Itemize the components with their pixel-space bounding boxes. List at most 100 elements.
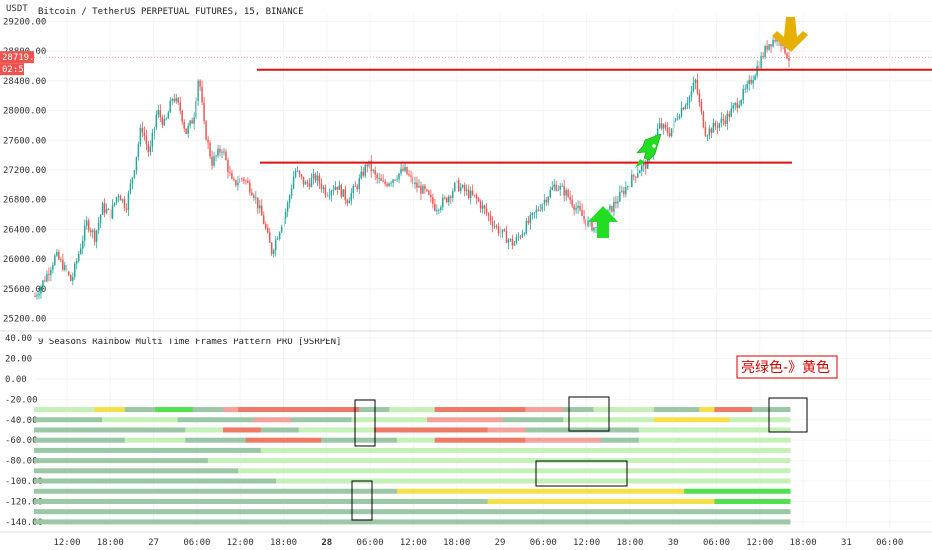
heatmap-cell[interactable] [389, 407, 436, 413]
candle-body[interactable] [386, 183, 388, 186]
candle-body[interactable] [50, 269, 52, 275]
candle-body[interactable] [547, 197, 549, 203]
candle-body[interactable] [115, 197, 118, 203]
heatmap-cell[interactable] [653, 407, 700, 413]
candle-body[interactable] [187, 125, 189, 134]
candle-body[interactable] [270, 242, 273, 254]
candle-body[interactable] [330, 191, 333, 196]
candle-body[interactable] [710, 128, 713, 133]
candle-body[interactable] [563, 186, 565, 196]
candle-body[interactable] [284, 211, 287, 219]
candle-body[interactable] [340, 185, 343, 197]
heatmap-cell[interactable] [729, 417, 791, 423]
candle-body[interactable] [485, 208, 488, 214]
candle-body[interactable] [207, 139, 209, 143]
heatmap-cell[interactable] [714, 407, 753, 413]
indicator-pane[interactable]: 9 Seasons Rainbow Multi Time Frames Patt… [0, 332, 932, 532]
candle-body[interactable] [744, 88, 746, 90]
candle-body[interactable] [481, 205, 484, 209]
candle-body[interactable] [372, 170, 374, 172]
candle-body[interactable] [79, 248, 82, 254]
candle-body[interactable] [774, 40, 776, 42]
candle-body[interactable] [195, 101, 197, 118]
heatmap-cell[interactable] [638, 427, 791, 433]
candle-body[interactable] [225, 151, 227, 161]
candle-body[interactable] [149, 146, 152, 153]
candle-body[interactable] [702, 111, 705, 128]
candle-body[interactable] [450, 196, 452, 198]
candle-body[interactable] [131, 177, 134, 184]
candle-body[interactable] [762, 56, 764, 58]
candle-body[interactable] [760, 56, 762, 69]
candle-body[interactable] [332, 189, 335, 192]
candle-body[interactable] [581, 210, 583, 217]
candle-body[interactable] [139, 127, 142, 145]
candle-body[interactable] [133, 170, 136, 178]
candle-body[interactable] [290, 188, 293, 196]
candle-body[interactable] [328, 195, 331, 196]
candle-body[interactable] [720, 118, 723, 124]
heatmap-cell[interactable] [487, 498, 715, 504]
candle-body[interactable] [467, 189, 470, 198]
candle-body[interactable] [276, 238, 279, 240]
candle-body[interactable] [704, 127, 707, 136]
candle-body[interactable] [633, 174, 635, 177]
candle-body[interactable] [557, 189, 559, 191]
candle-body[interactable] [559, 186, 561, 190]
heatmap-row[interactable] [34, 488, 791, 494]
candle-body[interactable] [68, 271, 70, 275]
candle-body[interactable] [561, 186, 563, 187]
candle-body[interactable] [770, 44, 772, 47]
heatmap-row[interactable] [34, 407, 791, 413]
heatmap-cell[interactable] [223, 427, 262, 433]
candle-body[interactable] [434, 203, 436, 211]
heatmap-cell[interactable] [223, 407, 239, 413]
candle-body[interactable] [497, 226, 500, 234]
candle-body[interactable] [493, 225, 496, 227]
candle-body[interactable] [457, 180, 460, 192]
candle-body[interactable] [625, 187, 627, 195]
candle-body[interactable] [571, 199, 573, 206]
candle-body[interactable] [127, 192, 130, 210]
candle-body[interactable] [111, 204, 114, 219]
heatmap-cell[interactable] [34, 447, 262, 453]
candle-body[interactable] [420, 185, 422, 194]
candle-body[interactable] [666, 127, 669, 133]
heatmap-cell[interactable] [177, 417, 254, 423]
candle-body[interactable] [416, 182, 418, 188]
heatmap-cell[interactable] [207, 458, 791, 464]
candle-body[interactable] [432, 197, 434, 204]
candle-body[interactable] [525, 220, 528, 234]
candle-body[interactable] [163, 119, 166, 125]
candle-body[interactable] [728, 113, 731, 117]
candle-body[interactable] [676, 118, 679, 120]
candle-body[interactable] [314, 174, 317, 181]
candle-body[interactable] [298, 170, 301, 175]
candles[interactable] [34, 31, 790, 300]
candle-body[interactable] [418, 185, 420, 188]
heatmap-cell[interactable] [34, 417, 103, 423]
candle-body[interactable] [523, 233, 526, 235]
candle-body[interactable] [658, 123, 661, 129]
candle-body[interactable] [348, 200, 351, 204]
candle-body[interactable] [251, 192, 253, 196]
candle-body[interactable] [274, 239, 277, 251]
candle-body[interactable] [360, 171, 362, 179]
candle-body[interactable] [565, 190, 567, 196]
heatmap-cell[interactable] [487, 427, 526, 433]
candle-body[interactable] [95, 230, 98, 242]
candle-body[interactable] [48, 273, 50, 275]
candle-body[interactable] [217, 148, 219, 156]
candle-body[interactable] [613, 201, 615, 212]
heatmap-row[interactable] [34, 427, 791, 433]
candle-body[interactable] [682, 107, 685, 110]
candle-body[interactable] [609, 205, 611, 210]
candle-body[interactable] [143, 132, 146, 137]
candle-body[interactable] [177, 98, 179, 103]
candle-body[interactable] [350, 192, 353, 201]
candle-body[interactable] [286, 203, 289, 212]
candle-body[interactable] [266, 228, 269, 233]
candle-body[interactable] [326, 195, 329, 197]
heatmap-cell[interactable] [260, 447, 791, 453]
